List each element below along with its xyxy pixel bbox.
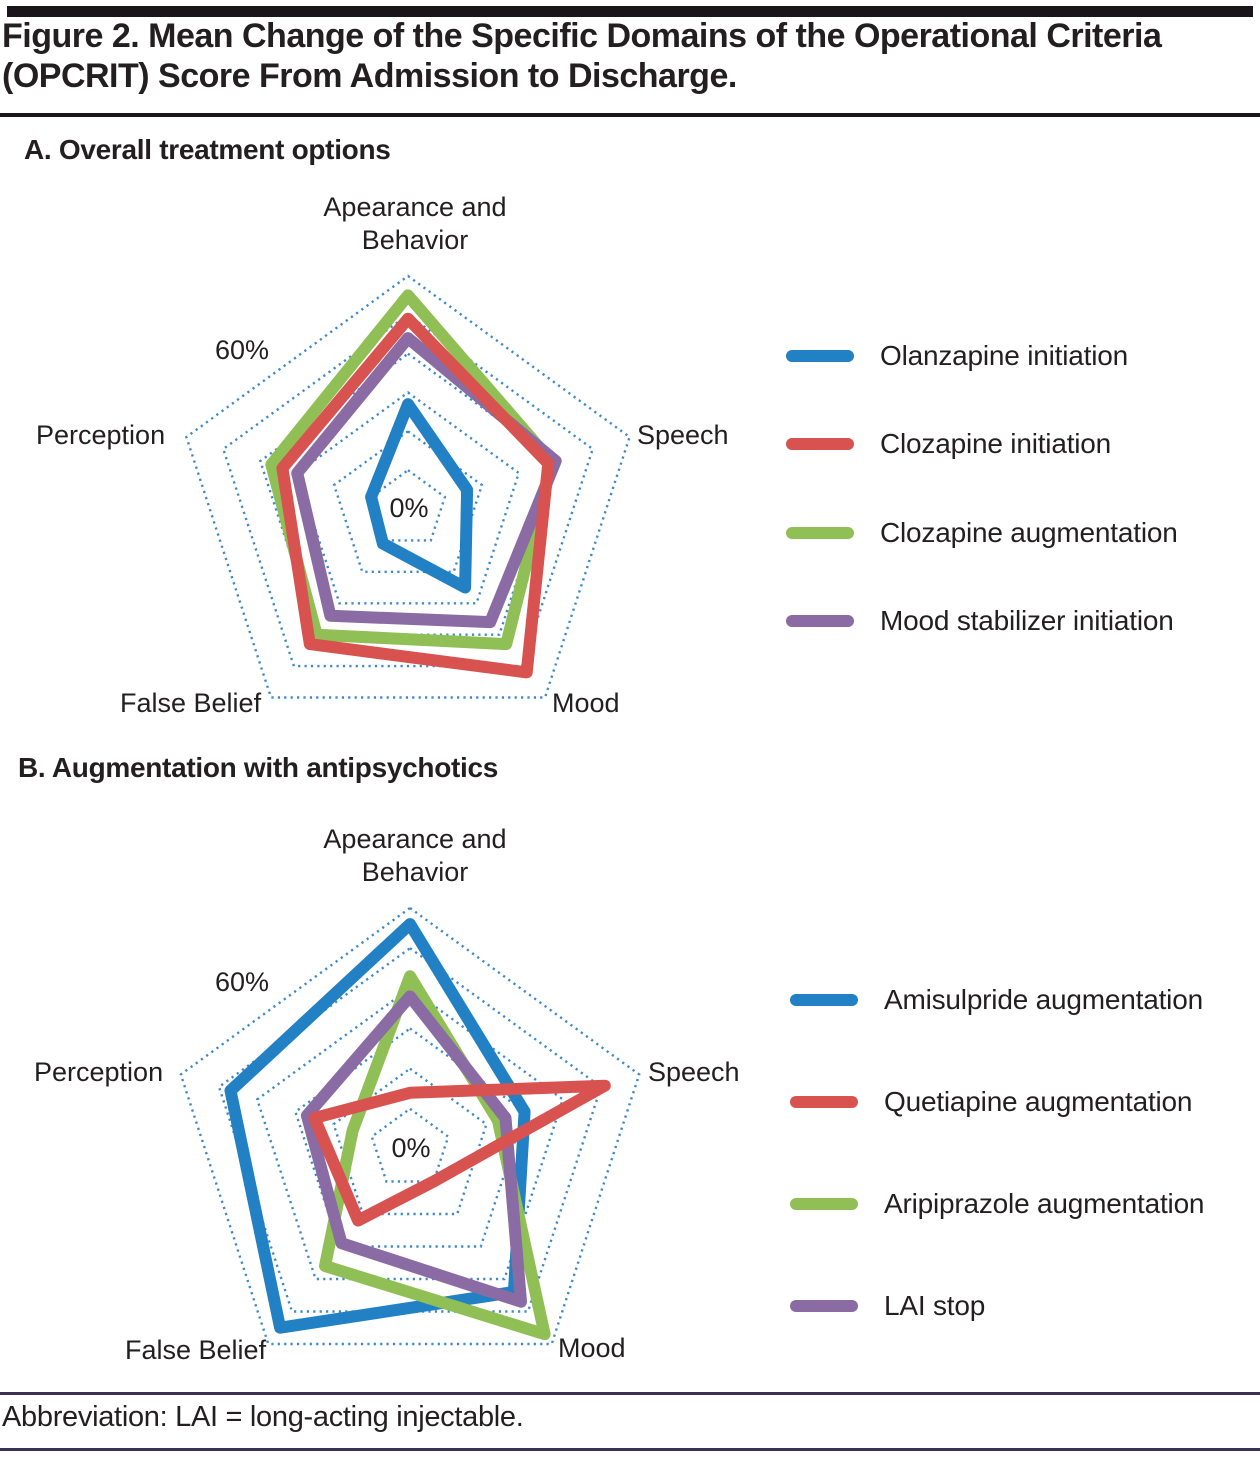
panel-b-heading: B. Augmentation with antipsychotics	[18, 752, 499, 783]
legend-item: Quetiapine augmentation	[790, 1082, 1192, 1122]
radar-panel-b: Apearance and Behavior 60% 0% Speech Moo…	[0, 795, 1260, 1392]
axis-label-mood-b: Mood	[558, 1333, 626, 1363]
legend-swatch-icon	[786, 350, 854, 362]
legend-item: Clozapine initiation	[786, 424, 1111, 464]
title-divider-rule	[0, 113, 1260, 117]
legend-swatch-icon	[786, 615, 854, 627]
footnote: Abbreviation: LAI = long-acting injectab…	[2, 1401, 524, 1433]
radar-panel-a: Apearance and Behavior 60% 0% Speech Moo…	[0, 175, 1260, 752]
legend-label: Quetiapine augmentation	[884, 1086, 1193, 1117]
axis-label-false-belief-b: False Belief	[125, 1335, 267, 1365]
legend-label: Mood stabilizer initiation	[880, 605, 1174, 636]
radar-series-olanzapine-initiation	[365, 398, 474, 594]
center-label-b: 0%	[391, 1133, 431, 1163]
axis-label-appearance-a: Apearance and Behavior	[323, 192, 507, 255]
legend-label: LAI stop	[884, 1290, 986, 1321]
legend-swatch-icon	[790, 1198, 858, 1210]
grid-ring-60	[184, 274, 632, 699]
figure-title-line2: (OPCRIT) Score From Admission to Dischar…	[2, 57, 737, 95]
legend-label: Aripiprazole augmentation	[884, 1188, 1205, 1219]
footnote-divider-top	[0, 1392, 1260, 1395]
legend-swatch-icon	[786, 527, 854, 539]
axis-label-speech-a: Speech	[637, 420, 729, 450]
legend-label: Olanzapine initiation	[880, 340, 1128, 371]
radar-chart-b	[179, 906, 641, 1346]
max-ring-label-a: 60%	[214, 335, 270, 365]
legend-swatch-icon	[790, 994, 858, 1006]
axis-label-speech-b: Speech	[648, 1057, 740, 1087]
panel-a-heading: A. Overall treatment options	[24, 134, 391, 165]
axis-label-false-belief-a: False Belief	[120, 688, 262, 718]
legend-item: Olanzapine initiation	[786, 336, 1128, 376]
legend-item: Mood stabilizer initiation	[786, 601, 1174, 641]
legend-label: Clozapine augmentation	[880, 517, 1178, 548]
legend-item: Amisulpride augmentation	[790, 980, 1203, 1020]
axis-label-appearance-b: Apearance and Behavior	[323, 824, 507, 887]
figure-title: Figure 2. Mean Change of the Specific Do…	[2, 16, 1252, 96]
radar-series-clozapine-initiation	[276, 312, 555, 679]
grid-ring-50	[221, 313, 595, 668]
legend-swatch-icon	[790, 1300, 858, 1312]
axis-label-perception-a: Perception	[36, 420, 166, 450]
axis-label-perception-b: Perception	[34, 1057, 164, 1087]
radar-series-amisulpride-augmentation	[224, 918, 531, 1334]
figure-title-line1: Figure 2. Mean Change of the Specific Do…	[2, 17, 1162, 55]
legend-swatch-icon	[786, 438, 854, 450]
legend-label: Amisulpride augmentation	[884, 984, 1203, 1015]
legend-label: Clozapine initiation	[880, 428, 1112, 459]
max-ring-label-b: 60%	[214, 967, 270, 997]
radar-series-lai-stop	[300, 990, 527, 1308]
grid-ring-10	[370, 1107, 450, 1183]
radar-series-quetiapine-augmentation	[308, 1079, 611, 1227]
legend-item: LAI stop	[790, 1286, 985, 1326]
footnote-divider-bottom	[0, 1448, 1260, 1451]
legend-swatch-icon	[790, 1096, 858, 1108]
legend-item: Aripiprazole augmentation	[790, 1184, 1205, 1224]
axis-label-mood-a: Mood	[552, 688, 620, 718]
grid-ring-20	[332, 1067, 488, 1216]
radar-chart-a	[184, 274, 632, 699]
top-accent-bar	[7, 6, 1253, 17]
legend-item: Clozapine augmentation	[786, 513, 1178, 553]
center-label-a: 0%	[389, 493, 429, 523]
